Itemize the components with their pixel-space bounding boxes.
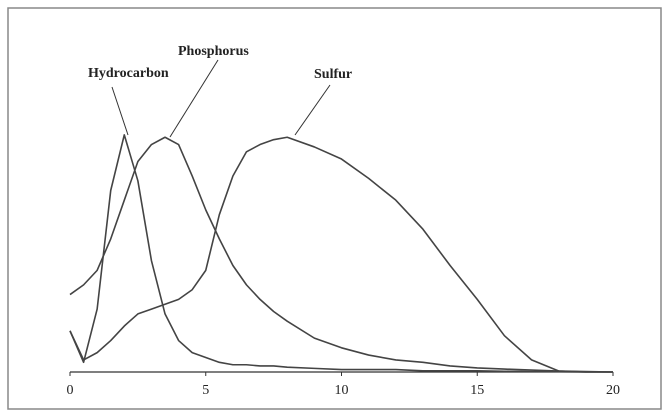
x-tick-label: 10 (335, 383, 349, 398)
series-label: Sulfur (314, 67, 352, 82)
series-label: Hydrocarbon (88, 66, 169, 81)
series-line (69, 136, 613, 373)
series-line (69, 136, 614, 373)
leader-line (294, 84, 331, 136)
series-label: Phosphorus (178, 44, 249, 59)
x-tick-label: 15 (470, 383, 484, 398)
leader-line (169, 59, 219, 138)
x-tick-label: 20 (606, 383, 620, 398)
series-line (69, 134, 613, 373)
frame (7, 7, 662, 410)
x-tick-label: 5 (202, 383, 209, 398)
leader-line (111, 86, 129, 136)
x-tick-label: 0 (67, 383, 74, 398)
